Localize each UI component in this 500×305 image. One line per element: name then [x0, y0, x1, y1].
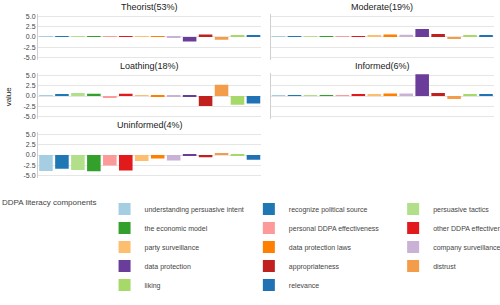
svg-text:other DDPA effectiveness: other DDPA effectiveness [433, 225, 500, 232]
svg-text:2.5: 2.5 [26, 23, 36, 30]
svg-text:persuasive tactics: persuasive tactics [433, 206, 489, 214]
svg-text:2.5: 2.5 [26, 141, 36, 148]
svg-text:value: value [4, 87, 13, 107]
svg-text:Theorist(53%): Theorist(53%) [121, 2, 178, 12]
svg-text:-2.5: -2.5 [24, 103, 36, 110]
svg-text:0.0: 0.0 [26, 151, 36, 158]
svg-text:appropriateness: appropriateness [289, 263, 340, 271]
svg-text:-5.0: -5.0 [24, 54, 36, 61]
svg-text:5.0: 5.0 [26, 131, 36, 138]
svg-text:data protection: data protection [145, 263, 191, 271]
svg-text:Moderate(19%): Moderate(19%) [351, 2, 413, 12]
svg-text:-2.5: -2.5 [24, 162, 36, 169]
svg-text:5.0: 5.0 [26, 13, 36, 20]
svg-text:0.0: 0.0 [26, 33, 36, 40]
svg-text:understanding persuasive inten: understanding persuasive intent [145, 206, 244, 214]
svg-text:the economic model: the economic model [145, 225, 208, 232]
svg-text:relevance: relevance [289, 282, 319, 289]
svg-text:data protection laws: data protection laws [289, 244, 352, 252]
svg-text:2.5: 2.5 [26, 82, 36, 89]
svg-text:5.0: 5.0 [26, 72, 36, 79]
svg-text:-2.5: -2.5 [24, 44, 36, 51]
svg-text:-5.0: -5.0 [24, 172, 36, 179]
svg-text:party surveillance: party surveillance [145, 244, 200, 252]
svg-text:0.0: 0.0 [26, 92, 36, 99]
svg-text:company surveillance: company surveillance [433, 244, 500, 252]
svg-text:Loathing(18%): Loathing(18%) [120, 61, 179, 71]
svg-text:Uninformed(4%): Uninformed(4%) [117, 120, 183, 130]
svg-text:liking: liking [145, 282, 161, 290]
svg-text:personal DDPA effectiveness: personal DDPA effectiveness [289, 225, 380, 233]
svg-text:-5.0: -5.0 [24, 113, 36, 120]
svg-text:Informed(6%): Informed(6%) [355, 61, 410, 71]
svg-text:recognize political source: recognize political source [289, 206, 368, 214]
svg-text:DDPA literacy components: DDPA literacy components [2, 198, 97, 207]
svg-text:distrust: distrust [433, 263, 456, 270]
